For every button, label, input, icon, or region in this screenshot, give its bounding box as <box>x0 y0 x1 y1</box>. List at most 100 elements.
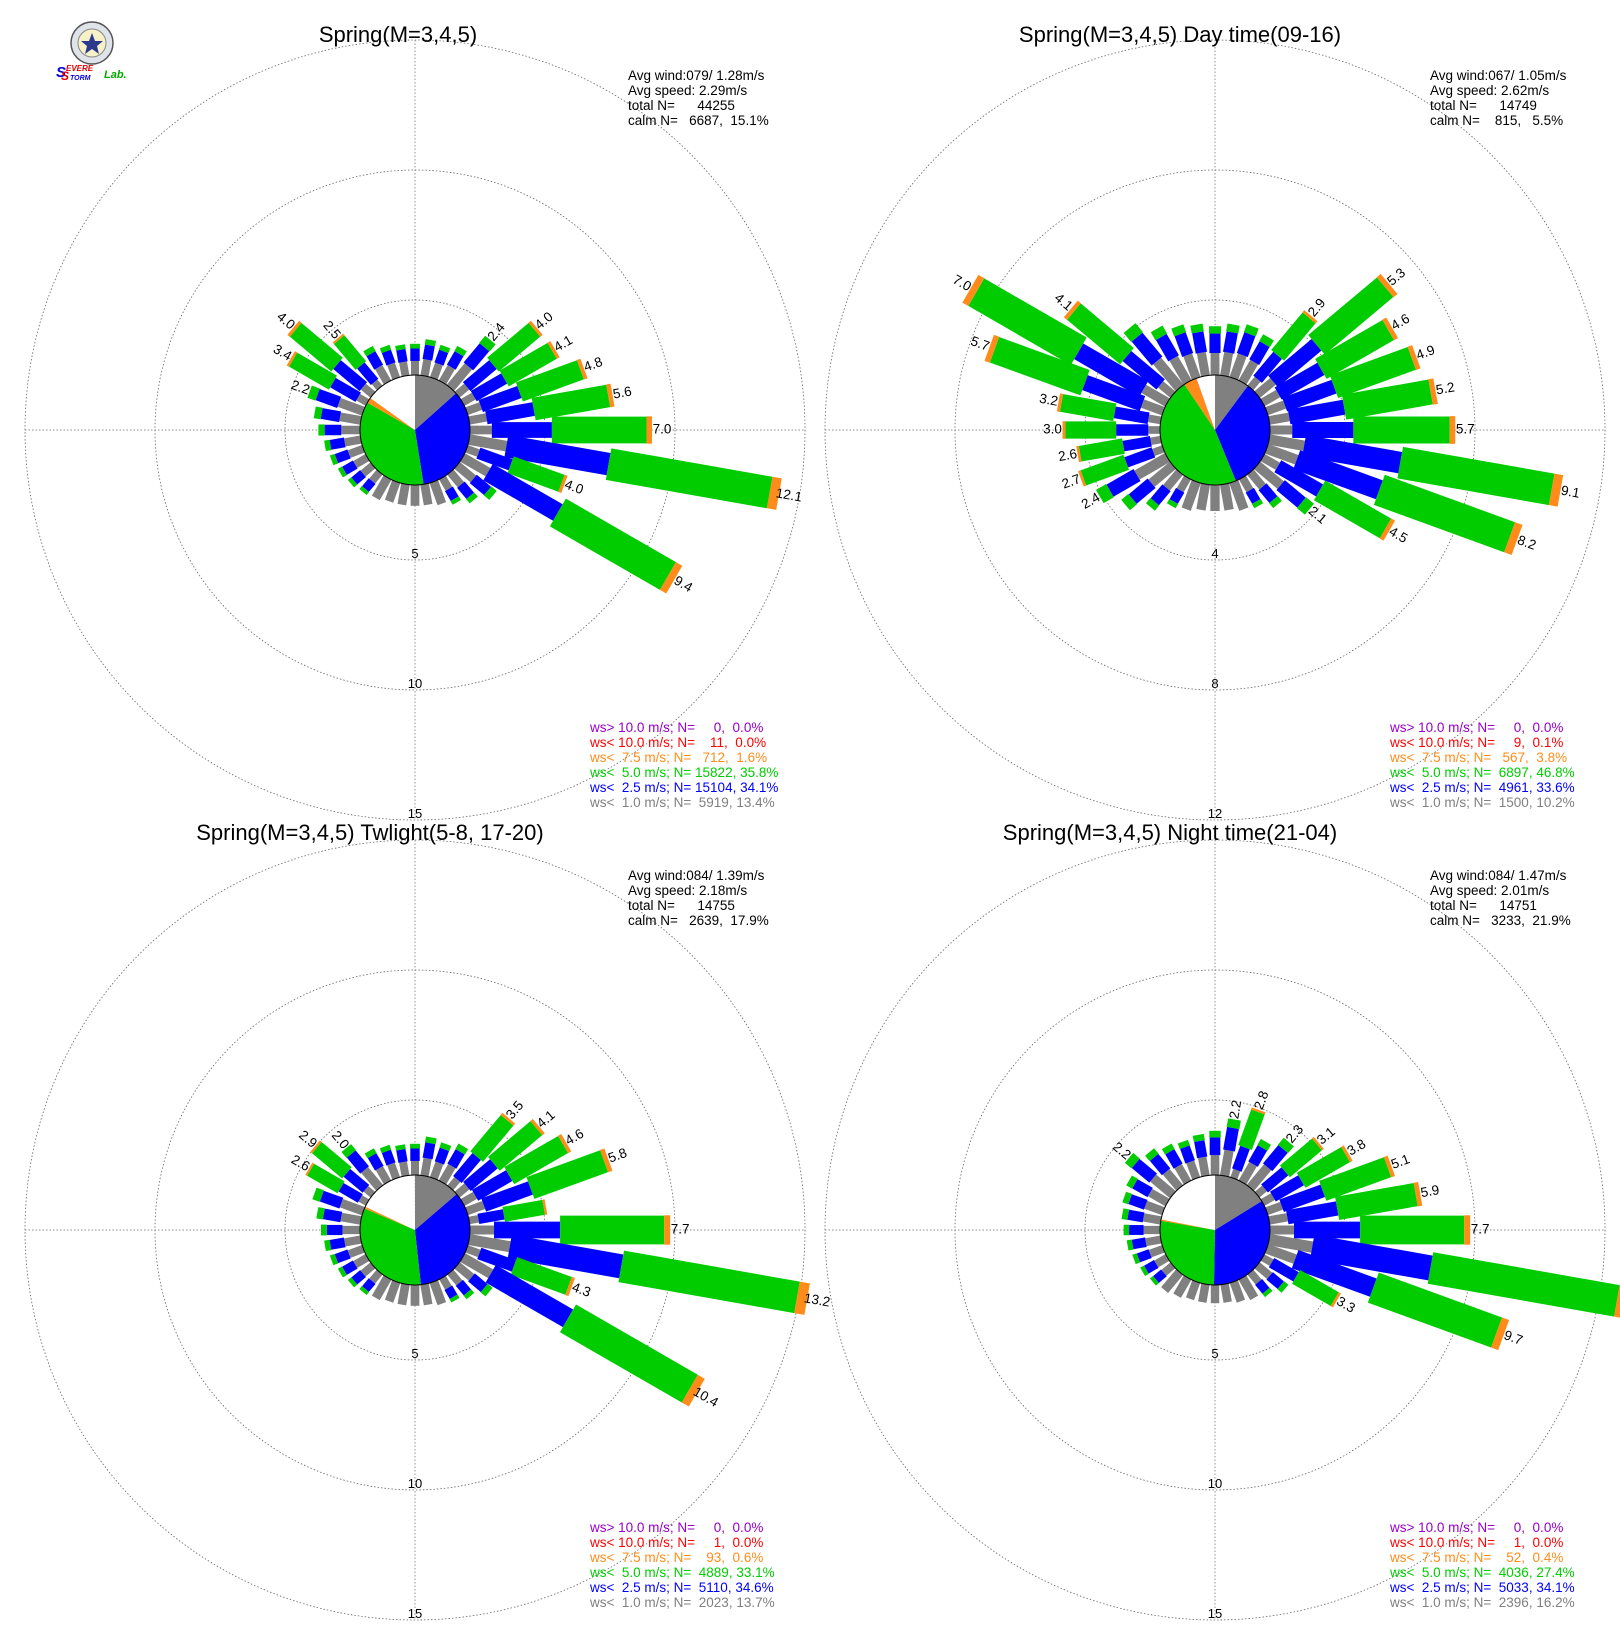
wind-bar-segment <box>618 1250 800 1314</box>
bar-value-label: 2.7 <box>1060 471 1083 492</box>
wind-bar-80 <box>1268 378 1438 425</box>
wind-bar-segment <box>1222 331 1238 354</box>
wind-bar-290 <box>984 334 1165 416</box>
bar-value-label: 4.0 <box>563 477 586 498</box>
legend-entry-lt75: ws< 7.5 m/s; N= 712, 1.6% <box>589 750 767 765</box>
bar-value-label: 7.7 <box>1471 1222 1490 1237</box>
wind-bar-segment <box>1268 412 1290 425</box>
wind-bar-80 <box>468 1199 548 1225</box>
wind-bar-segment <box>375 1166 392 1185</box>
wind-bar-290 <box>1122 1191 1165 1216</box>
wind-bar-segment <box>1080 454 1129 486</box>
legend-entry-lt5: ws< 5.0 m/s; N= 6897, 46.8% <box>1389 765 1575 780</box>
wind-bar-340 <box>379 344 400 380</box>
wind-bar-segment <box>341 1144 356 1158</box>
wind-bar-segment <box>1210 1155 1220 1175</box>
wind-bar-100 <box>1268 1233 1620 1318</box>
wind-bar-segment <box>681 1374 705 1407</box>
wind-bar-segment <box>1124 1152 1140 1169</box>
wind-bar-segment <box>1226 323 1240 334</box>
wind-bar-280 <box>313 406 362 425</box>
wind-bar-220 <box>1145 469 1183 511</box>
stat-line: total N= 44255 <box>628 98 735 113</box>
wind-bar-segment <box>502 1199 545 1222</box>
wind-bar-segment <box>342 460 358 475</box>
wind-bar-segment <box>1268 338 1322 388</box>
wind-bar-segment <box>1154 1254 1170 1268</box>
wind-bar-segment <box>310 1140 322 1154</box>
legend-entry-lt5: ws< 5.0 m/s; N= 4036, 27.4% <box>1389 1565 1575 1580</box>
wind-bar-segment <box>434 349 449 366</box>
wind-bar-segment <box>430 362 443 380</box>
wind-bar-segment <box>387 362 400 380</box>
wind-bar-210 <box>1173 1275 1192 1298</box>
wind-bar-segment <box>1163 469 1183 491</box>
wind-bar-290 <box>307 385 365 416</box>
wind-bar-segment <box>1268 434 1306 451</box>
wind-bar-segment <box>1149 1153 1171 1176</box>
wind-bar-310 <box>1124 1152 1176 1199</box>
legend-entry-lt5: ws< 5.0 m/s; N= 4889, 33.1% <box>589 1565 775 1580</box>
wind-bar-320 <box>341 1144 384 1191</box>
wind-bar-segment <box>410 1143 420 1149</box>
wind-bar-330 <box>364 1148 392 1185</box>
wind-bar-segment <box>1243 324 1259 337</box>
pie-slice-lt5 <box>1160 384 1236 485</box>
wind-bar-100 <box>468 434 782 510</box>
wind-bar-350 <box>395 344 410 377</box>
wind-bar-150 <box>1238 1275 1259 1301</box>
pie-slice-lt1 <box>415 375 457 430</box>
wind-bar-segment <box>530 1118 545 1136</box>
wind-bar-segment <box>1171 324 1187 337</box>
wind-bar-segment <box>444 486 459 501</box>
wind-bar-segment <box>1209 333 1221 354</box>
wind-bar-segment <box>984 334 1000 363</box>
wind-bar-segment <box>1254 1185 1267 1198</box>
stat-line: Avg speed: 2.18m/s <box>628 883 747 898</box>
wind-bar-70 <box>465 1148 613 1216</box>
bar-value-label: 8.2 <box>1515 532 1538 553</box>
wind-bar-segment <box>1074 343 1149 397</box>
wind-bar-segment <box>1249 341 1270 365</box>
wind-bar-segment <box>1253 461 1284 489</box>
wind-bar-segment <box>438 365 455 385</box>
stat-line: Avg speed: 2.01m/s <box>1430 883 1549 898</box>
logo-letter-s1: S <box>56 64 66 81</box>
wind-bar-segment <box>1315 320 1394 379</box>
wind-bar-segment <box>504 434 611 476</box>
legend-entry-lt25: ws< 2.5 m/s; N= 15104, 34.1% <box>589 780 778 795</box>
wind-bar-segment <box>319 1190 344 1209</box>
wind-bar-segment <box>1149 1275 1159 1286</box>
wind-bar-segment <box>381 1149 396 1166</box>
wind-bar-segment <box>1150 435 1162 446</box>
wind-bar-segment <box>463 343 490 371</box>
wind-bar-segment <box>547 341 560 359</box>
stat-line: calm N= 3233, 21.9% <box>1430 913 1571 928</box>
wind-bar-segment <box>1268 1257 1299 1282</box>
wind-bar-segment <box>1277 1137 1294 1154</box>
wind-bar-segment <box>1270 1175 1305 1202</box>
logo-word-severe: EVERE <box>66 64 94 73</box>
wind-bar-segment <box>1176 475 1191 493</box>
wind-bar-240 <box>1095 453 1170 504</box>
pie-slice-lt75 <box>1184 378 1215 430</box>
wind-bar-segment <box>1095 484 1114 504</box>
ring-label: 15 <box>408 1606 422 1621</box>
wind-bar-segment <box>1265 1201 1284 1216</box>
speed-class-pie <box>359 1174 471 1286</box>
wind-bar-segment <box>1196 483 1211 511</box>
wind-bar-segment <box>356 393 370 406</box>
wind-bar-140 <box>1247 1269 1273 1298</box>
wind-bar-50 <box>1254 1136 1324 1198</box>
wind-bar-segment <box>347 1277 358 1288</box>
wind-bar-300 <box>1126 1175 1170 1207</box>
wind-bar-segment <box>526 1150 609 1199</box>
wind-bar-segment <box>346 1150 369 1174</box>
wind-bar-segment <box>1220 352 1234 377</box>
wind-bar-segment <box>1143 1225 1160 1235</box>
range-ring <box>24 39 806 821</box>
wind-bar-segment <box>460 1253 494 1279</box>
pie-slice-lt10 <box>1196 378 1215 430</box>
wind-bar-segment <box>1274 362 1325 400</box>
wind-bar-20 <box>430 344 451 380</box>
